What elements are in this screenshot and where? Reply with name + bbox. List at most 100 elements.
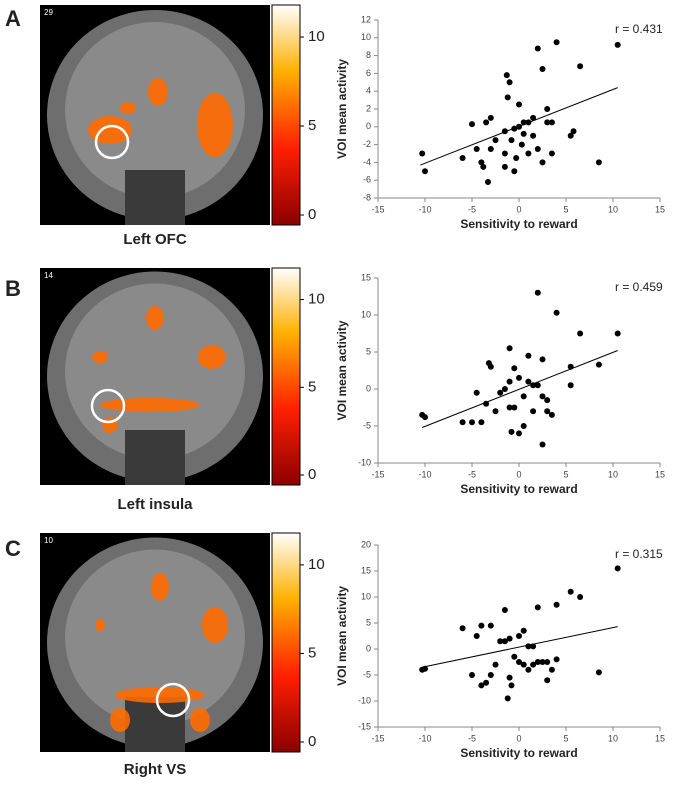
data-point (501, 163, 508, 170)
data-point (419, 150, 426, 157)
data-point (567, 382, 574, 389)
data-point (525, 643, 532, 650)
colorbar-tick-label: 10 (308, 556, 325, 573)
data-point (539, 159, 546, 166)
colorbar (271, 267, 301, 486)
data-point (530, 132, 537, 139)
colorbar-tick-label: 10 (308, 28, 325, 45)
data-point (503, 72, 510, 79)
data-point (508, 428, 515, 435)
y-tick-label: 10 (361, 591, 371, 601)
data-point (513, 154, 520, 161)
x-tick-label: 5 (563, 733, 568, 743)
data-point (469, 419, 475, 426)
y-tick-label: 20 (361, 539, 371, 549)
data-point (539, 393, 546, 400)
activation (198, 345, 226, 369)
x-axis-title: Sensitivity to reward (460, 217, 577, 231)
data-point (504, 695, 511, 702)
y-tick-label: 0 (366, 121, 371, 131)
data-point (506, 79, 513, 86)
data-point (501, 607, 508, 613)
data-point (506, 635, 513, 642)
data-point (480, 163, 487, 170)
x-tick-label: -10 (418, 469, 431, 479)
data-point (539, 65, 546, 72)
activation (151, 573, 169, 601)
brain-stem (125, 170, 185, 225)
data-point (422, 665, 428, 672)
data-point (478, 682, 485, 689)
x-tick-label: 15 (655, 733, 665, 743)
x-tick-label: -5 (468, 733, 476, 743)
y-tick-label: 10 (361, 309, 371, 319)
data-point (577, 63, 584, 70)
activation (92, 351, 108, 363)
trendline (421, 350, 618, 428)
data-point (548, 666, 555, 673)
x-tick-label: -15 (371, 469, 384, 479)
data-point (483, 400, 490, 407)
data-point (487, 146, 494, 153)
roi-circle (94, 124, 130, 160)
data-point (516, 374, 522, 381)
roi-circle (155, 682, 191, 718)
data-point (595, 669, 602, 676)
data-point (539, 441, 546, 448)
brain-tissue (65, 22, 245, 198)
data-point (516, 123, 522, 130)
data-point (516, 430, 522, 437)
y-tick-label: 2 (366, 103, 371, 113)
y-tick-label: 15 (361, 565, 371, 575)
data-point (577, 594, 584, 600)
data-point (520, 119, 527, 126)
data-point (504, 94, 511, 101)
x-axis-title: Sensitivity to reward (460, 482, 577, 496)
data-point (553, 309, 560, 316)
data-point (473, 389, 480, 396)
data-point (516, 659, 522, 665)
activation (88, 116, 132, 144)
data-point (525, 119, 532, 126)
y-tick-label: -5 (363, 420, 371, 430)
data-point (492, 661, 499, 668)
y-tick-label: 15 (361, 272, 371, 282)
data-point (525, 666, 532, 673)
activation (197, 93, 233, 157)
data-point (548, 411, 555, 418)
data-point (530, 408, 537, 415)
data-point (577, 330, 584, 337)
data-point (478, 419, 485, 426)
data-point (520, 627, 527, 634)
annotation: r = 0.431 (615, 22, 663, 36)
data-point (506, 674, 513, 681)
data-point (511, 365, 518, 372)
data-point (548, 119, 555, 126)
data-point (534, 146, 541, 153)
image-caption: Left insula (117, 496, 193, 513)
y-tick-label: -15 (358, 721, 371, 731)
x-tick-label: -5 (468, 469, 476, 479)
data-point (506, 404, 513, 411)
data-point (534, 659, 541, 665)
activation (95, 619, 105, 631)
data-point (492, 137, 499, 144)
x-tick-label: -10 (418, 733, 431, 743)
data-point (534, 382, 541, 389)
data-point (422, 414, 428, 421)
brain-tissue (65, 283, 245, 460)
y-tick-label: -4 (363, 157, 371, 167)
data-point (534, 45, 541, 52)
data-point (487, 672, 494, 678)
data-point (525, 150, 532, 157)
data-point (487, 363, 494, 370)
brain-tissue (65, 549, 245, 726)
data-point (553, 39, 560, 46)
x-tick-label: 15 (655, 469, 665, 479)
x-axis-title: Sensitivity to reward (460, 746, 577, 760)
x-tick-label: 5 (563, 469, 568, 479)
colorbar (271, 532, 301, 753)
data-point (508, 682, 515, 689)
colorbar-tick-label: 5 (308, 378, 316, 395)
